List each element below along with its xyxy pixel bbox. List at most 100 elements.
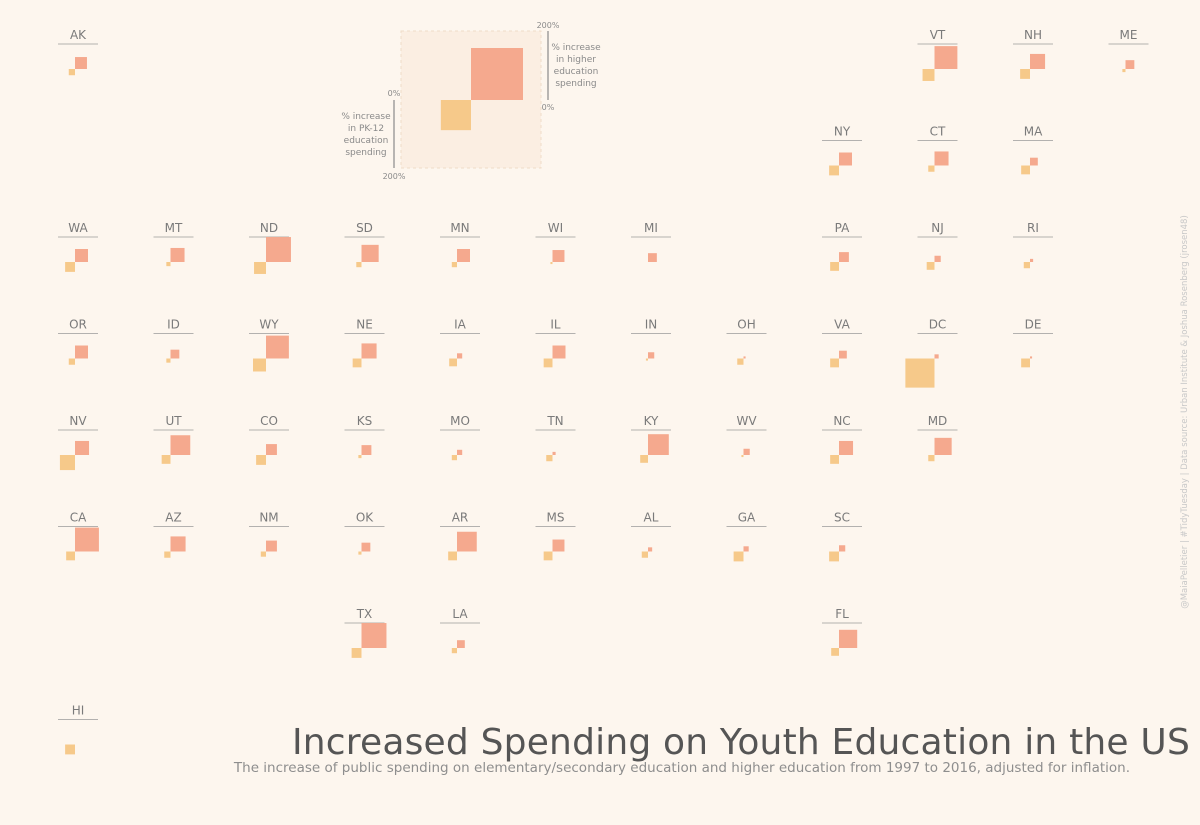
higher-ed-square (839, 252, 849, 262)
pk12-square (68, 358, 75, 365)
higher-ed-square (934, 354, 939, 359)
state-label: ID (167, 318, 180, 332)
pk12-square (641, 551, 648, 558)
state-label: AR (452, 511, 469, 525)
higher-ed-square (75, 345, 88, 359)
pk12-square (66, 551, 75, 561)
state-label: WY (259, 318, 279, 332)
higher-ed-square (934, 437, 952, 455)
state-label: AK (70, 28, 87, 42)
higher-ed-square (75, 527, 99, 552)
state-label: DE (1025, 318, 1042, 332)
state-tile-ny: NY (822, 125, 862, 176)
pk12-square (922, 69, 935, 81)
higher-ed-square (1125, 60, 1135, 69)
state-tile-ks: KS (344, 414, 385, 459)
state-tile-sc: SC (822, 511, 862, 562)
state-label: MO (450, 414, 470, 428)
state-label: WA (68, 221, 88, 235)
chart-subtitle: The increase of public spending on eleme… (233, 760, 1130, 776)
pk12-square (351, 648, 362, 658)
pk12-square (741, 455, 744, 458)
state-tile-hi: HI (58, 704, 98, 755)
state-tile-in: IN (631, 318, 671, 361)
state-label: AL (644, 511, 659, 525)
pk12-square (260, 551, 266, 557)
state-label: ND (260, 221, 278, 235)
higher-ed-square (743, 448, 750, 455)
legend-higher-label: % increase in higher education spending (551, 43, 601, 89)
legend: 200% 0% % increase in higher education spendi… (341, 21, 601, 181)
state-label: MN (450, 221, 469, 235)
pk12-square (451, 455, 457, 461)
state-tiles: AK VT NH ME NY CT MA WA MT ND SD MN WI MI PA NJ RI OR ID WY… (58, 28, 1149, 755)
pk12-square (1020, 69, 1030, 79)
higher-ed-square (839, 350, 847, 359)
state-tile-ne: NE (344, 318, 385, 368)
pk12-square (59, 455, 75, 471)
pk12-square (737, 358, 744, 365)
pk12-square (830, 455, 839, 464)
state-tile-va: VA (822, 318, 862, 368)
state-tile-nd: ND (249, 221, 291, 274)
state-label: GA (738, 511, 756, 525)
legend-pk12-bottom-tick: 200% (383, 172, 406, 181)
state-tile-mn: MN (440, 221, 480, 268)
state-label: MS (547, 511, 565, 525)
state-tile-wv: WV (726, 414, 767, 458)
state-label: HI (72, 704, 85, 718)
state-label: WV (736, 414, 757, 428)
state-label: TN (546, 414, 563, 428)
state-label: OR (69, 318, 87, 332)
higher-ed-square (839, 152, 852, 166)
state-label: NJ (931, 221, 944, 235)
state-label: MT (165, 221, 183, 235)
higher-ed-square (361, 542, 371, 552)
pk12-square (451, 262, 457, 268)
state-tile-ct: CT (917, 125, 958, 172)
higher-ed-square (266, 335, 289, 359)
pk12-square (166, 358, 171, 363)
higher-ed-square (361, 244, 379, 262)
pk12-square (546, 455, 553, 462)
chart-title: Increased Spending on Youth Education in… (291, 722, 1190, 763)
pk12-square (829, 165, 839, 176)
higher-ed-square (457, 531, 477, 552)
higher-ed-square (1030, 258, 1034, 262)
pk12-square (451, 648, 457, 654)
state-label: TX (356, 607, 373, 621)
higher-ed-square (934, 255, 941, 262)
state-label: MA (1024, 125, 1043, 139)
state-label: CO (260, 414, 278, 428)
state-label: VA (834, 318, 850, 332)
higher-ed-square (1030, 53, 1046, 69)
higher-ed-square (457, 353, 463, 359)
state-label: NC (833, 414, 850, 428)
state-label: SD (356, 221, 373, 235)
state-label: OK (356, 511, 374, 525)
state-tile-nm: NM (249, 511, 289, 557)
legend-pk12-top-tick: 0% (388, 89, 401, 98)
higher-ed-square (552, 539, 565, 552)
higher-ed-square (648, 352, 655, 359)
state-tile-ms: MS (535, 511, 576, 561)
state-label: CA (70, 511, 87, 525)
pk12-square (254, 262, 266, 274)
state-tile-mo: MO (440, 414, 480, 461)
pk12-square (928, 165, 935, 172)
state-label: NY (834, 125, 851, 139)
state-tile-tx: TX (344, 607, 387, 658)
state-tile-az: AZ (153, 511, 194, 558)
higher-ed-square (1030, 356, 1033, 359)
higher-ed-square (361, 343, 377, 359)
pk12-square (905, 358, 935, 388)
pk12-square (352, 358, 362, 368)
state-tile-ak: AK (58, 28, 98, 76)
pk12-square (1021, 165, 1030, 175)
higher-ed-square (266, 540, 277, 552)
state-tile-mt: MT (153, 221, 194, 267)
higher-ed-square (839, 629, 858, 648)
source-caption: @MaiaPelletier | #TidyTuesday | Data sou… (1180, 215, 1190, 609)
higher-ed-square (552, 451, 556, 455)
state-label: PA (835, 221, 850, 235)
